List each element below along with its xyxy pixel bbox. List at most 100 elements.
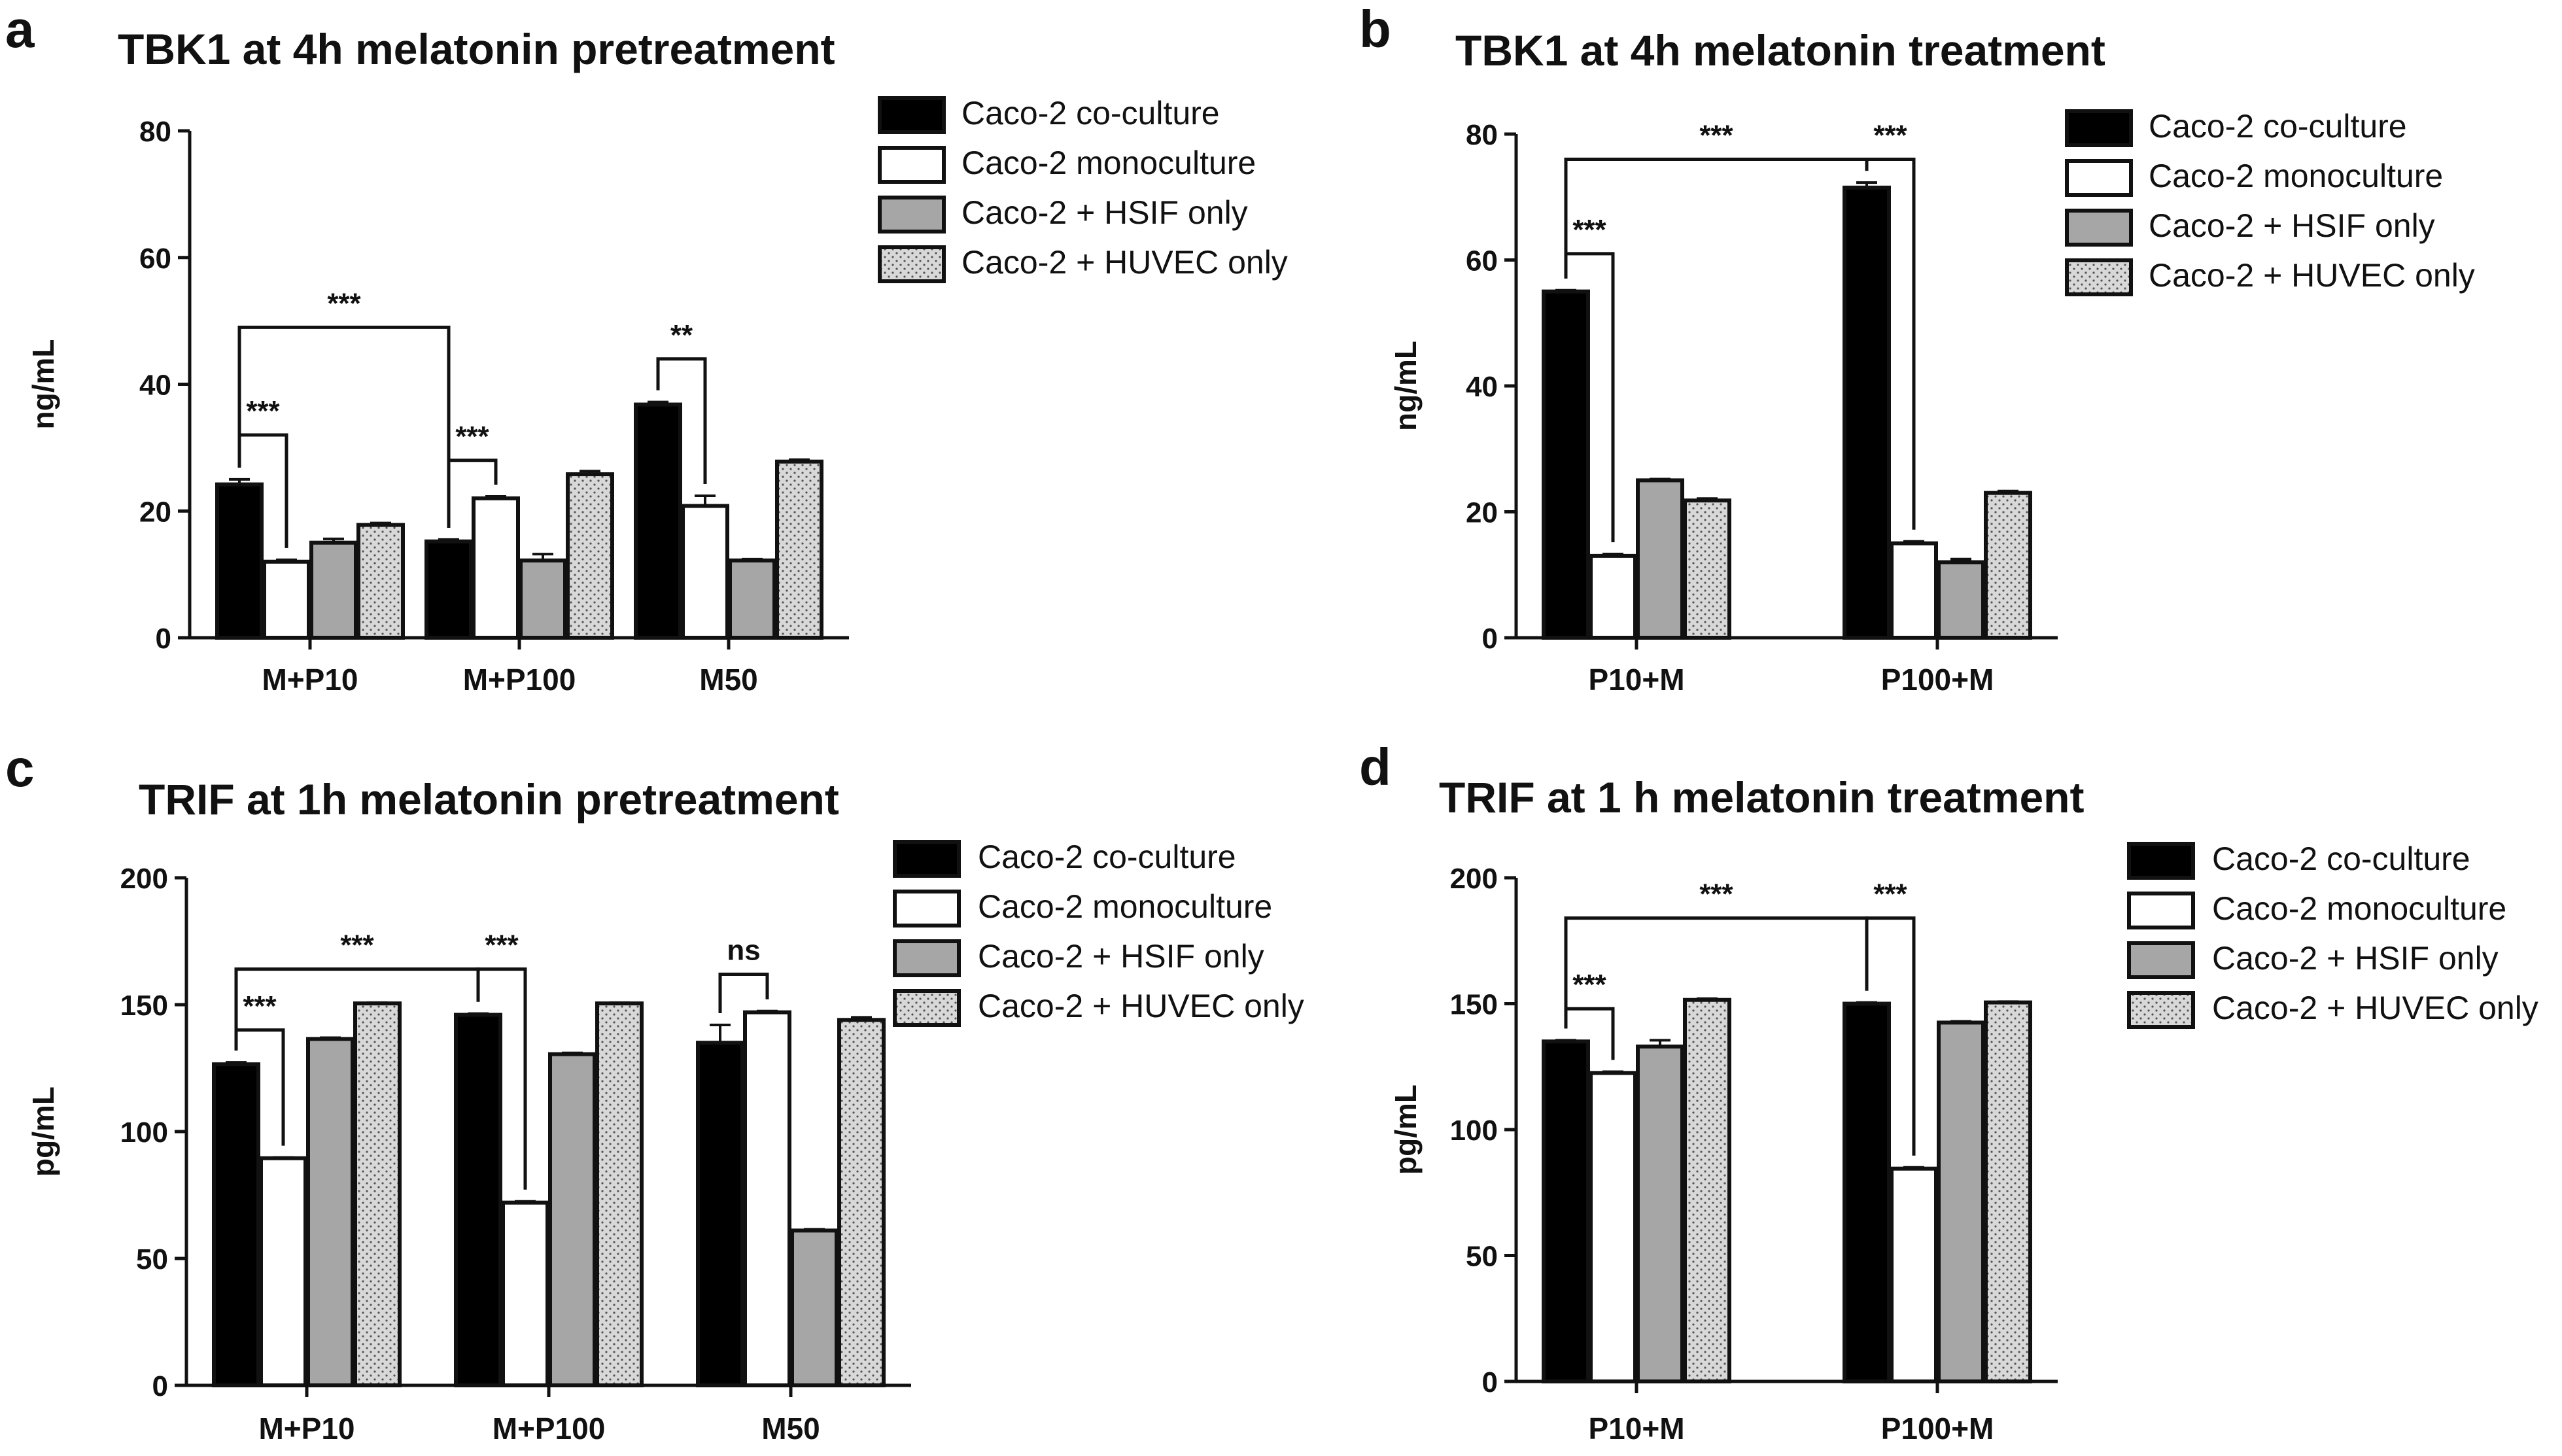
y-tick-label: 100: [120, 1117, 168, 1149]
legend-label: Caco-2 monoculture: [2149, 158, 2443, 194]
bar: [1589, 553, 1637, 640]
significance-label: ***: [327, 287, 361, 319]
significance-bracket: [1564, 158, 1869, 279]
x-tick-label: M+P10: [258, 1412, 355, 1446]
significance-label: ***: [1699, 120, 1733, 152]
panel-a: a TBK1 at 4h melatonin pretreatment 0 20 40 6…: [5, 0, 1288, 697]
legend-swatch: [893, 890, 961, 927]
bar: [306, 1037, 355, 1387]
legend-label: Caco-2 co-culture: [961, 95, 1220, 131]
x-tick-label: M+P100: [463, 663, 576, 697]
bar: [595, 1001, 644, 1388]
chart-title: TRIF at 1h melatonin pretreatment: [139, 775, 839, 823]
legend-label: Caco-2 co-culture: [2149, 108, 2407, 145]
y-tick-label: 50: [1466, 1241, 1498, 1273]
significance-label: ***: [1572, 969, 1606, 1001]
bar: [743, 1010, 791, 1387]
x-tick-label: M50: [761, 1412, 820, 1446]
significance-bracket: [718, 972, 769, 1014]
bar: [1937, 560, 1985, 640]
legend-label: Caco-2 monoculture: [961, 145, 1256, 181]
y-tick-label: 60: [1466, 245, 1498, 277]
y-tick-label: 0: [1482, 623, 1498, 655]
legend-label: Caco-2 monoculture: [2212, 890, 2506, 927]
bar: [424, 539, 473, 640]
legend-swatch: [2065, 258, 2133, 296]
bar: [790, 1228, 839, 1387]
y-tick-label: 0: [156, 623, 171, 655]
x-tick-label: P100+M: [1881, 1412, 1994, 1446]
bar: [1683, 498, 1731, 640]
legend-swatch: [2127, 941, 2195, 979]
panel-letter: c: [5, 739, 35, 797]
bar: [1636, 478, 1684, 640]
bar: [472, 496, 520, 640]
legend-label: Caco-2 co-culture: [2212, 841, 2470, 877]
y-axis-label: ng/mL: [26, 339, 60, 430]
y-tick-label: 50: [136, 1243, 168, 1275]
legend-swatch: [2065, 109, 2133, 147]
legend-label: Caco-2 + HSIF only: [978, 938, 1264, 975]
chart-title: TBK1 at 4h melatonin pretreatment: [118, 25, 835, 73]
x-tick-label: P10+M: [1588, 1412, 1684, 1446]
significance-bracket: [447, 459, 498, 528]
legend-swatch: [2127, 892, 2195, 929]
legend-label: Caco-2 + HUVEC only: [961, 244, 1288, 281]
y-tick-label: 200: [1450, 863, 1498, 895]
bar: [696, 1041, 744, 1387]
y-tick-label: 60: [139, 243, 171, 275]
bar: [681, 504, 729, 640]
legend-swatch: [878, 96, 946, 134]
legend-swatch: [878, 146, 946, 184]
bar: [728, 558, 776, 640]
bar: [1843, 185, 1891, 640]
bar: [262, 559, 311, 640]
bar: [454, 1013, 502, 1387]
legend-swatch: [893, 989, 961, 1027]
legend-label: Caco-2 + HSIF only: [2149, 207, 2435, 244]
chart-title: TRIF at 1 h melatonin treatment: [1439, 773, 2084, 822]
bar: [353, 1001, 402, 1388]
x-tick-label: P100+M: [1881, 663, 1994, 697]
significance-label: ***: [1699, 878, 1733, 910]
panel-letter: b: [1359, 0, 1391, 58]
significance-label: ***: [246, 395, 280, 427]
significance-label: **: [670, 319, 693, 351]
legend-swatch: [878, 245, 946, 283]
legend-label: Caco-2 + HSIF only: [961, 194, 1248, 231]
legend-swatch: [893, 939, 961, 977]
y-axis-label: ng/mL: [1389, 341, 1423, 431]
legend-swatch: [878, 196, 946, 234]
legend-label: Caco-2 + HUVEC only: [2212, 990, 2538, 1026]
x-tick-label: P10+M: [1588, 663, 1684, 697]
bar: [775, 459, 823, 640]
y-tick-label: 150: [120, 990, 168, 1022]
significance-label: ***: [1873, 120, 1907, 152]
legend-swatch: [893, 840, 961, 878]
significance-bracket: [656, 357, 707, 484]
bar: [309, 540, 358, 640]
bar: [1589, 1071, 1637, 1383]
bar: [212, 1062, 260, 1388]
y-axis-label: pg/mL: [26, 1086, 60, 1177]
bar: [1683, 997, 1731, 1383]
panel-letter: d: [1359, 738, 1391, 796]
legend-swatch: [2065, 159, 2133, 197]
y-tick-label: 100: [1450, 1115, 1498, 1147]
legend: Caco-2 co-culture Caco-2 monoculture Caco-…: [2065, 108, 2475, 296]
bar: [1542, 1039, 1590, 1383]
significance-bracket: [1865, 158, 1916, 530]
bar: [837, 1018, 886, 1387]
bar: [1636, 1044, 1684, 1383]
significance-label: ***: [243, 990, 277, 1022]
bar: [501, 1200, 549, 1387]
significance-label: ***: [1873, 878, 1907, 910]
bar: [548, 1052, 597, 1388]
y-tick-label: 0: [1482, 1366, 1498, 1398]
bar: [1984, 1000, 2032, 1383]
y-tick-label: 200: [120, 863, 168, 895]
legend-swatch: [2127, 842, 2195, 880]
significance-bracket: [237, 325, 451, 528]
legend: Caco-2 co-culture Caco-2 monoculture Caco-…: [2127, 841, 2538, 1029]
y-tick-label: 150: [1450, 989, 1498, 1021]
